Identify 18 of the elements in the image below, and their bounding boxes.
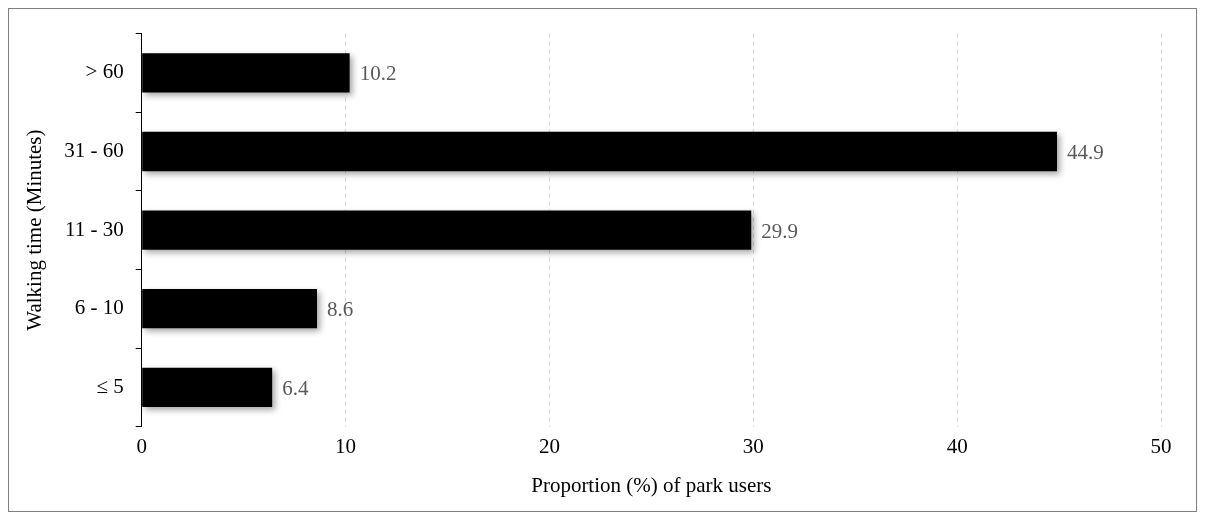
y-tick-label: > 60: [85, 59, 124, 84]
y-tick-label: 31 - 60: [64, 138, 124, 163]
x-tick-label: 40: [946, 433, 968, 458]
data-label: 29.9: [761, 218, 798, 243]
data-label: 8.6: [327, 297, 354, 322]
y-axis-title: Walking time (Minutes): [22, 129, 47, 331]
x-tick-label: 30: [742, 433, 764, 458]
x-tick-label: 20: [538, 433, 560, 458]
x-tick-label: 10: [335, 433, 357, 458]
y-tick-label: 6 - 10: [74, 295, 124, 320]
x-tick-label: 0: [136, 433, 147, 458]
data-label: 10.2: [359, 61, 397, 86]
y-tick-label: 11 - 30: [64, 216, 124, 241]
data-label: 6.4: [282, 375, 309, 400]
data-label: 44.9: [1067, 140, 1104, 165]
x-tick-label: 50: [1150, 433, 1172, 458]
y-tick-label: ≤ 5: [96, 373, 124, 398]
x-axis-title: Proportion (%) of park users: [531, 472, 772, 497]
